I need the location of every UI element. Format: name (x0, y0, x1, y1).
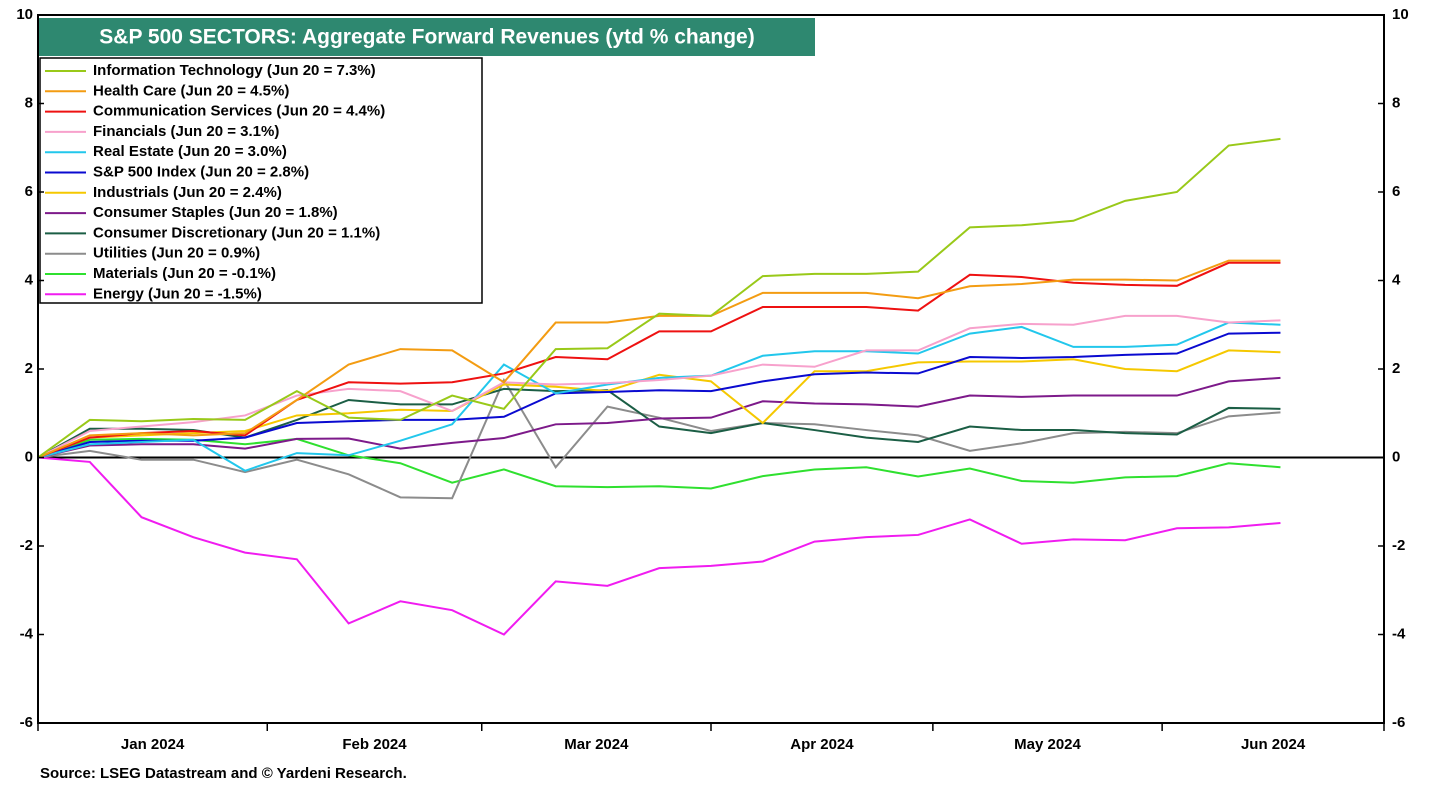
y-tick-label: 10 (16, 6, 33, 23)
series-line (37, 259, 1281, 459)
y-tick-label: 6 (25, 183, 33, 200)
y2-tick-label: -2 (1392, 537, 1405, 554)
x-tick-label: Apr 2024 (790, 736, 854, 753)
legend-label: Consumer Staples (Jun 20 = 1.8%) (93, 204, 338, 221)
legend-label: Communication Services (Jun 20 = 4.4%) (93, 103, 385, 120)
x-tick-label: Jan 2024 (121, 736, 185, 753)
y-tick-label: -4 (20, 625, 34, 642)
y2-tick-label: -4 (1392, 625, 1406, 642)
y2-tick-label: 2 (1392, 360, 1400, 377)
series-line (37, 314, 1281, 459)
legend-label: Materials (Jun 20 = -0.1%) (93, 265, 276, 282)
legend-label: Health Care (Jun 20 = 4.5%) (93, 82, 289, 99)
x-tick-label: Feb 2024 (342, 736, 407, 753)
y-tick-label: 4 (25, 271, 34, 288)
y2-tick-label: -6 (1392, 714, 1405, 731)
legend (39, 57, 483, 304)
plot-area (37, 137, 1384, 636)
legend-label: Utilities (Jun 20 = 0.9%) (93, 245, 260, 262)
y2-tick-label: 6 (1392, 183, 1400, 200)
y2-tick-label: 4 (1392, 271, 1401, 288)
series-line (37, 137, 1281, 459)
y-tick-label: -2 (20, 537, 33, 554)
series-line (37, 349, 1281, 459)
source-note: Source: LSEG Datastream and © Yardeni Re… (40, 765, 407, 782)
series-line (37, 321, 1281, 472)
y2-tick-label: 0 (1392, 448, 1400, 465)
legend-label: Real Estate (Jun 20 = 3.0%) (93, 143, 287, 160)
series-line (37, 437, 1281, 490)
y2-tick-label: 10 (1392, 6, 1409, 23)
legend-label: Energy (Jun 20 = -1.5%) (93, 285, 262, 302)
y-tick-label: 0 (25, 448, 33, 465)
series-line (37, 261, 1281, 459)
x-tick-label: Mar 2024 (564, 736, 629, 753)
x-tick-label: May 2024 (1014, 736, 1081, 753)
y2-tick-label: 8 (1392, 94, 1400, 111)
chart-title: S&P 500 SECTORS: Aggregate Forward Reven… (99, 26, 754, 49)
title-box (39, 18, 815, 56)
series-line (37, 376, 1281, 459)
legend-label: Industrials (Jun 20 = 2.4%) (93, 184, 282, 201)
x-tick-label: Jun 2024 (1241, 736, 1306, 753)
legend-label: Consumer Discretionary (Jun 20 = 1.1%) (93, 224, 380, 241)
series-line (37, 331, 1281, 459)
y-tick-label: -6 (20, 714, 33, 731)
y-tick-label: 8 (25, 94, 33, 111)
y-tick-label: 2 (25, 360, 33, 377)
series-line (37, 456, 1281, 636)
legend-label: Information Technology (Jun 20 = 7.3%) (93, 62, 376, 79)
legend-label: Financials (Jun 20 = 3.1%) (93, 123, 279, 140)
legend-label: S&P 500 Index (Jun 20 = 2.8%) (93, 163, 309, 180)
